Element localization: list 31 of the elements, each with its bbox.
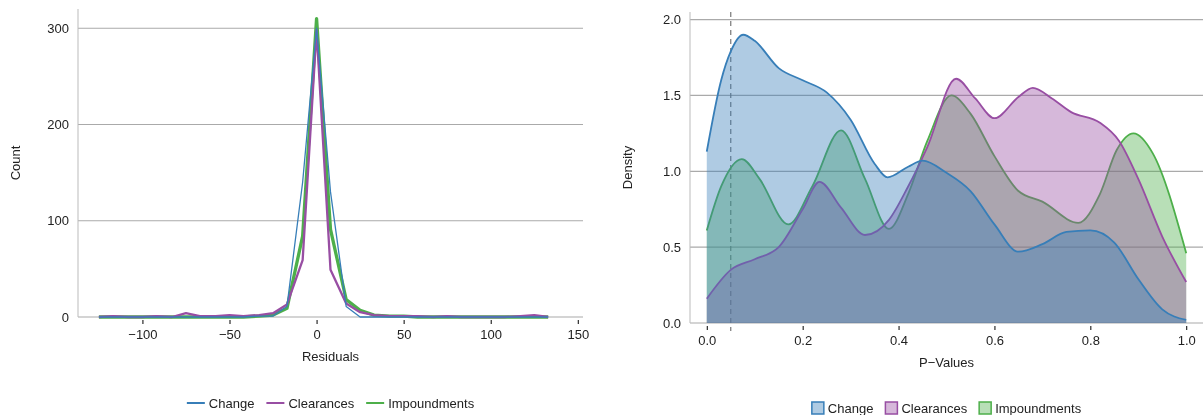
y-tick-label: 1.5 bbox=[662, 88, 681, 104]
y-tick-label: 0 bbox=[61, 309, 69, 325]
legend-label: Impoundments bbox=[995, 400, 1082, 415]
legend-label: Impoundments bbox=[388, 395, 475, 411]
x-tick-label: 0.0 bbox=[698, 332, 717, 348]
x-tick-label: −50 bbox=[218, 326, 242, 342]
x-tick-label: 0.4 bbox=[890, 332, 909, 348]
x-tick-label: 0.2 bbox=[794, 332, 813, 348]
y-tick-label: 300 bbox=[47, 20, 69, 36]
y-tick-label: 1.0 bbox=[662, 163, 681, 179]
x-tick-label: 0.8 bbox=[1081, 332, 1100, 348]
y-tick-label: 100 bbox=[47, 213, 69, 229]
x-tick-label: 50 bbox=[396, 326, 412, 342]
y-axis-title: Density bbox=[620, 145, 635, 190]
x-axis-title: Residuals bbox=[301, 349, 360, 364]
x-tick-label: 1.0 bbox=[1177, 332, 1196, 348]
x-tick-label: −100 bbox=[128, 326, 158, 342]
legend-label: Change bbox=[827, 400, 874, 415]
y-tick-label: 0.5 bbox=[662, 239, 681, 255]
y-tick-label: 2.0 bbox=[662, 12, 681, 28]
x-tick-label: 150 bbox=[567, 326, 590, 342]
y-axis-title: Count bbox=[8, 145, 23, 181]
y-tick-label: 200 bbox=[47, 117, 69, 133]
legend-label: Clearances bbox=[901, 400, 968, 415]
x-tick-label: 0.6 bbox=[985, 332, 1004, 348]
x-tick-label: 0 bbox=[313, 326, 321, 342]
x-axis-title: P−Values bbox=[918, 355, 975, 370]
x-tick-label: 100 bbox=[480, 326, 503, 342]
y-tick-label: 0.0 bbox=[662, 315, 681, 331]
legend-label: Clearances bbox=[288, 395, 355, 411]
legend-label: Change bbox=[208, 395, 255, 411]
